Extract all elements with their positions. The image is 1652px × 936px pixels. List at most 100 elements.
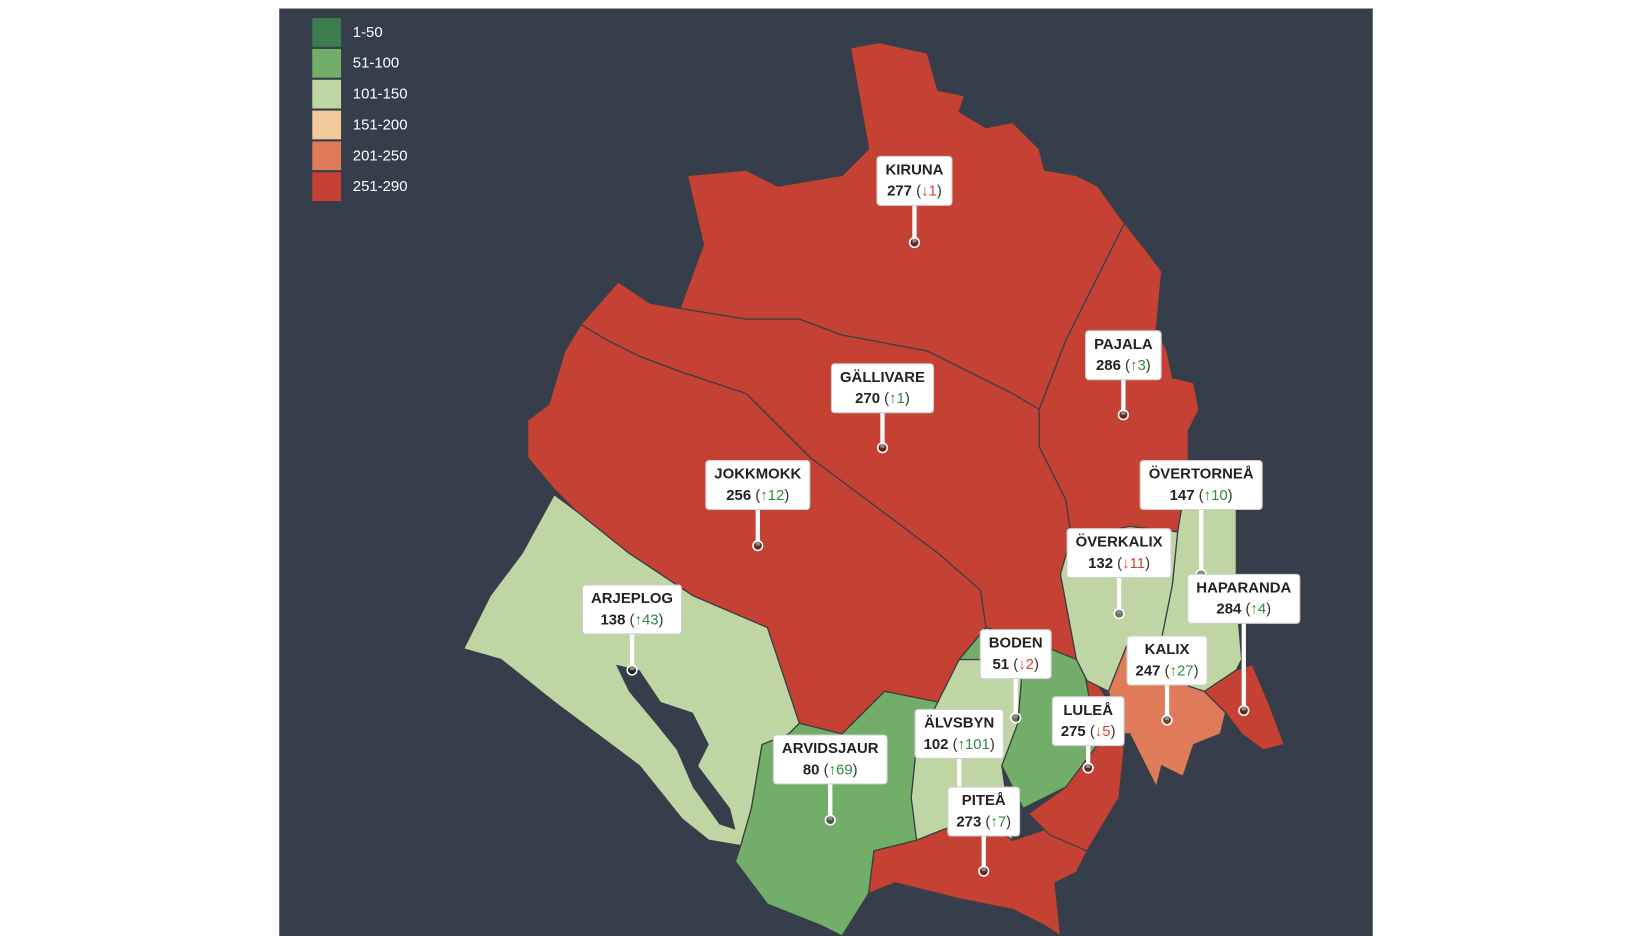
region-name: LULEÅ — [1063, 702, 1113, 719]
pin-dot — [1113, 608, 1125, 620]
legend-swatch — [312, 172, 342, 202]
paren: ) — [659, 612, 664, 628]
pin-dot — [1082, 762, 1094, 774]
label-box — [705, 460, 811, 511]
label-box — [947, 786, 1021, 837]
region-rank-line: 247 (↑27) — [1136, 663, 1199, 679]
region-rank-line: 256 (↑12) — [726, 488, 789, 504]
paren: ( — [1113, 556, 1122, 572]
rank: 286 — [1096, 358, 1121, 374]
rank: 132 — [1088, 556, 1113, 572]
region-name: GÄLLIVARE — [840, 369, 925, 386]
region-rank-line: 138 (↑43) — [601, 612, 664, 628]
paren: ( — [625, 612, 634, 628]
paren: ) — [1111, 724, 1116, 740]
rank: 247 — [1136, 663, 1161, 679]
change: ↑101 — [958, 737, 990, 753]
region-label: KALIX 247 (↑27) — [1126, 635, 1208, 726]
region-label: PITEÅ 273 (↑7) — [947, 786, 1021, 877]
paren: ) — [1006, 814, 1011, 830]
paren: ) — [990, 737, 995, 753]
change: ↑3 — [1130, 358, 1146, 374]
rank: 273 — [956, 814, 981, 830]
pin-dot — [1161, 714, 1173, 726]
pin-dot — [1238, 704, 1250, 717]
change: ↑7 — [990, 814, 1006, 830]
paren: ( — [880, 391, 889, 407]
legend-label: 1-50 — [353, 25, 383, 41]
region-rank-line: 275 (↓5) — [1061, 724, 1116, 740]
region-name: PAJALA — [1094, 337, 1153, 353]
rank: 138 — [601, 612, 626, 628]
region-rank-line: 270 (↑1) — [855, 391, 910, 407]
region-label: PAJALA 286 (↑3) — [1085, 330, 1162, 421]
paren: ( — [819, 762, 828, 778]
paren: ( — [1121, 358, 1130, 374]
region-rank-line: 147 (↑10) — [1170, 488, 1233, 504]
region-label: KIRUNA 277 (↓1) — [876, 155, 953, 249]
change: ↑69 — [829, 762, 853, 778]
region-rank-line: 51 (↓2) — [992, 657, 1038, 673]
region-rank-line: 273 (↑7) — [956, 814, 1011, 830]
legend-swatch — [312, 48, 342, 78]
region-name: BODEN — [989, 636, 1043, 652]
label-box — [772, 734, 888, 785]
paren: ( — [751, 488, 760, 504]
region-name: JOKKMOKK — [714, 467, 801, 483]
rank: 270 — [855, 391, 880, 407]
region-label: BODEN 51 (↓2) — [979, 629, 1052, 724]
region-rank-line: 286 (↑3) — [1096, 358, 1151, 374]
change: ↓11 — [1122, 556, 1145, 572]
pin-dot — [824, 814, 836, 826]
label-box — [1085, 330, 1162, 381]
region-label: HAPARANDA 284 (↑4) — [1187, 573, 1301, 717]
change: ↓1 — [921, 184, 937, 200]
legend-label: 151-200 — [353, 117, 408, 133]
change: ↑27 — [1170, 663, 1194, 679]
region-name: ARJEPLOG — [591, 591, 673, 607]
pin-dot — [752, 540, 764, 552]
pin-dot — [626, 664, 638, 676]
region-name: ÖVERTORNEÅ — [1149, 466, 1254, 483]
region-name: ARVIDSJAUR — [782, 741, 879, 757]
legend-swatch — [312, 18, 342, 47]
label-box — [876, 155, 953, 206]
region-label: ÖVERTORNEÅ 147 (↑10) — [1139, 460, 1263, 580]
paren: ( — [912, 184, 921, 200]
label-box — [914, 708, 1004, 759]
change: ↓2 — [1018, 657, 1034, 673]
change: ↑10 — [1204, 488, 1228, 504]
paren: ( — [981, 814, 990, 830]
paren: ) — [1266, 602, 1271, 618]
region-label: ÄLVSBYN 102 (↑101) — [914, 708, 1004, 806]
rank: 275 — [1061, 724, 1086, 740]
paren: ( — [1195, 488, 1204, 504]
region-name: HAPARANDA — [1196, 580, 1291, 596]
change: ↑12 — [760, 488, 784, 504]
label-box — [581, 584, 683, 635]
paren: ( — [948, 737, 957, 753]
paren: ) — [1228, 488, 1233, 504]
region-name: ÄLVSBYN — [924, 715, 994, 732]
region-label: GÄLLIVARE 270 (↑1) — [830, 363, 935, 454]
legend-label: 251-290 — [353, 179, 408, 195]
pin-dot — [876, 442, 889, 454]
paren: ( — [1160, 663, 1169, 679]
region-rank-line: 80 (↑69) — [803, 762, 858, 778]
region-name: KALIX — [1145, 642, 1190, 658]
region-label: ÖVERKALIX 132 (↓11) — [1066, 528, 1172, 620]
change: ↓5 — [1095, 724, 1111, 740]
region-label: ARJEPLOG 138 (↑43) — [581, 584, 683, 676]
paren: ) — [937, 184, 942, 200]
legend: 1-50 51-100 101-150 151-200 201-250 251-290 — [312, 18, 408, 202]
legend-label: 51-100 — [353, 56, 399, 72]
label-box — [1051, 696, 1125, 747]
region-rank-line: 277 (↓1) — [887, 184, 942, 200]
rank: 51 — [992, 657, 1009, 673]
change: ↑43 — [635, 612, 659, 628]
paren: ( — [1241, 602, 1250, 618]
paren: ) — [784, 488, 789, 504]
region-name: KIRUNA — [885, 162, 943, 178]
